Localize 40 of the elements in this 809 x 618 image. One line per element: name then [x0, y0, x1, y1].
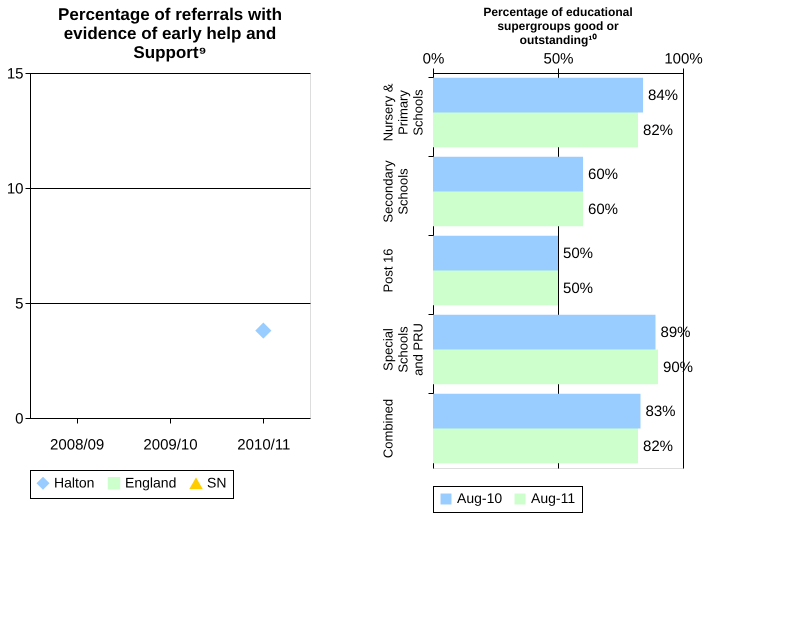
data-label: 82%	[643, 122, 674, 139]
data-label: 60%	[588, 166, 618, 184]
chart-title: Percentage of educational supergroups good or outstanding¹⁰	[483, 5, 633, 47]
x-tick-label: 2009/10	[143, 436, 198, 454]
bar	[433, 428, 638, 464]
legend-label: Halton	[54, 474, 94, 490]
data-label: 84%	[648, 87, 678, 104]
y-tick-label: 0	[15, 410, 24, 428]
bar	[433, 78, 643, 112]
x-tick-label: 0%	[422, 50, 444, 68]
legend-label: England	[125, 474, 176, 490]
x-tick-label: 2010/11	[237, 436, 290, 454]
bar	[433, 112, 638, 148]
bar	[433, 236, 558, 270]
y-tick-label: 10	[6, 180, 24, 198]
legend-label: Aug-11	[531, 490, 576, 506]
data-label: 83%	[646, 403, 676, 420]
data-label: 82%	[643, 438, 674, 455]
x-tick-label: 50%	[543, 50, 574, 68]
bar	[433, 270, 558, 306]
bar	[433, 350, 658, 384]
y-tick-label: 5	[15, 296, 24, 312]
chart-title: Percentage of referrals with evidence of early help and Support⁹	[58, 5, 282, 62]
data-label: 50%	[563, 280, 594, 297]
y-tick-label: Combined	[380, 398, 396, 458]
y-tick-label: Nursery & Primary Schools	[380, 83, 426, 142]
x-tick-label: 100%	[664, 50, 703, 68]
x-tick-label: 2008/09	[50, 436, 104, 454]
legend-label: Aug-10	[457, 490, 502, 506]
y-tick-label: 15	[6, 66, 24, 82]
y-tick-label: Post 16	[380, 248, 396, 293]
bar	[433, 314, 656, 350]
y-tick-label: Secondary Schools	[380, 160, 410, 223]
bar	[433, 156, 583, 192]
legend-label: SN	[207, 474, 226, 491]
y-tick-label: Special Schools and PRU	[380, 323, 426, 376]
bar	[433, 394, 640, 428]
data-label: 50%	[563, 245, 594, 262]
bar	[433, 192, 583, 226]
data-label: 60%	[588, 200, 618, 218]
